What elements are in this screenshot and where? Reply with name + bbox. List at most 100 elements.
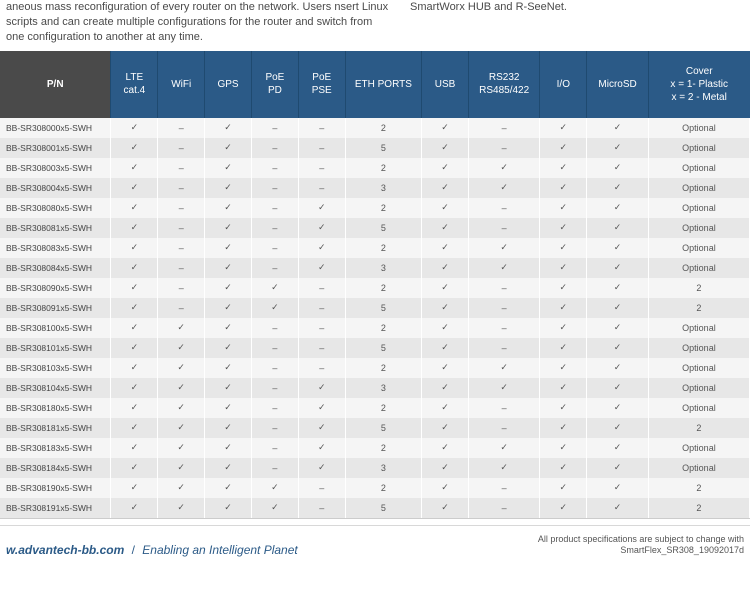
table-cell: ✓ [158,378,205,398]
table-cell: ✓ [468,438,539,458]
col-header: Coverx = 1- Plasticx = 2 - Metal [648,51,749,118]
table-cell: – [158,298,205,318]
table-cell: – [298,478,345,498]
col-header: LTEcat.4 [111,51,158,118]
table-cell: BB-SR308083x5-SWH [0,238,111,258]
table-cell: ✓ [111,198,158,218]
table-cell: BB-SR308103x5-SWH [0,358,111,378]
table-cell: ✓ [205,118,252,138]
table-cell: Optional [648,138,749,158]
table-cell: ✓ [587,478,649,498]
table-cell: ✓ [205,338,252,358]
table-cell: ✓ [205,278,252,298]
table-cell: – [251,338,298,358]
table-cell: 5 [345,138,421,158]
footer-sep: / [132,543,135,557]
table-row: BB-SR308080x5-SWH✓–✓–✓2✓–✓✓Optional [0,198,750,218]
table-cell: ✓ [111,398,158,418]
table-cell: ✓ [251,478,298,498]
table-cell: – [298,338,345,358]
table-cell: ✓ [205,318,252,338]
intro-text-right: SmartWorx HUB and R-SeeNet. [410,0,744,45]
table-cell: 3 [345,378,421,398]
table-cell: ✓ [587,498,649,519]
table-cell: BB-SR308180x5-SWH [0,398,111,418]
table-cell: ✓ [587,198,649,218]
footer-note-1: All product specifications are subject t… [538,534,744,546]
table-cell: Optional [648,378,749,398]
table-cell: ✓ [587,138,649,158]
table-cell: ✓ [422,478,469,498]
table-cell: ✓ [111,118,158,138]
intro-text-left: aneous mass reconfiguration of every rou… [6,0,410,45]
table-row: BB-SR308180x5-SWH✓✓✓–✓2✓–✓✓Optional [0,398,750,418]
table-cell: ✓ [587,438,649,458]
table-cell: – [251,418,298,438]
table-cell: 5 [345,218,421,238]
table-cell: ✓ [540,318,587,338]
col-header: PoEPD [251,51,298,118]
table-cell: ✓ [540,458,587,478]
table-cell: BB-SR308003x5-SWH [0,158,111,178]
table-cell: ✓ [111,158,158,178]
table-cell: ✓ [540,218,587,238]
table-cell: ✓ [468,258,539,278]
table-cell: ✓ [468,178,539,198]
table-cell: Optional [648,398,749,418]
spec-table: P/NLTEcat.4WiFiGPSPoEPDPoEPSEETH PORTSUS… [0,51,750,519]
table-cell: ✓ [111,298,158,318]
table-cell: ✓ [422,458,469,478]
table-cell: ✓ [422,138,469,158]
table-cell: BB-SR308181x5-SWH [0,418,111,438]
col-header: WiFi [158,51,205,118]
table-cell: ✓ [298,198,345,218]
table-cell: Optional [648,338,749,358]
table-cell: ✓ [111,358,158,378]
table-cell: ✓ [422,498,469,519]
table-row: BB-SR308100x5-SWH✓✓✓––2✓–✓✓Optional [0,318,750,338]
footer-tagline: Enabling an Intelligent Planet [142,543,297,557]
table-cell: Optional [648,318,749,338]
table-cell: ✓ [540,298,587,318]
table-cell: ✓ [587,358,649,378]
table-cell: Optional [648,118,749,138]
table-cell: ✓ [111,478,158,498]
table-cell: ✓ [111,458,158,478]
table-row: BB-SR308101x5-SWH✓✓✓––5✓–✓✓Optional [0,338,750,358]
table-cell: ✓ [205,438,252,458]
table-cell: 2 [345,318,421,338]
table-cell: ✓ [540,198,587,218]
table-cell: ✓ [540,418,587,438]
table-cell: ✓ [468,238,539,258]
table-cell: – [251,158,298,178]
table-cell: 2 [345,358,421,378]
col-header: PoEPSE [298,51,345,118]
table-cell: ✓ [587,278,649,298]
table-cell: 3 [345,458,421,478]
table-cell: ✓ [540,358,587,378]
table-cell: 2 [345,118,421,138]
table-cell: – [158,118,205,138]
table-cell: 2 [648,418,749,438]
table-cell: 5 [345,298,421,318]
table-cell: – [298,278,345,298]
table-cell: 2 [648,478,749,498]
table-cell: – [251,138,298,158]
table-cell: ✓ [111,218,158,238]
footer-left: w.advantech-bb.com / Enabling an Intelli… [6,543,298,557]
table-cell: – [158,178,205,198]
table-cell: ✓ [111,238,158,258]
col-header: USB [422,51,469,118]
table-cell: ✓ [587,218,649,238]
table-cell: – [158,258,205,278]
table-row: BB-SR308191x5-SWH✓✓✓✓–5✓–✓✓2 [0,498,750,519]
footer-right: All product specifications are subject t… [538,534,744,557]
table-row: BB-SR308104x5-SWH✓✓✓–✓3✓✓✓✓Optional [0,378,750,398]
table-cell: 2 [345,158,421,178]
table-cell: ✓ [587,338,649,358]
table-cell: – [298,318,345,338]
table-cell: ✓ [205,358,252,378]
table-cell: ✓ [298,418,345,438]
table-cell: ✓ [422,318,469,338]
table-cell: ✓ [540,378,587,398]
